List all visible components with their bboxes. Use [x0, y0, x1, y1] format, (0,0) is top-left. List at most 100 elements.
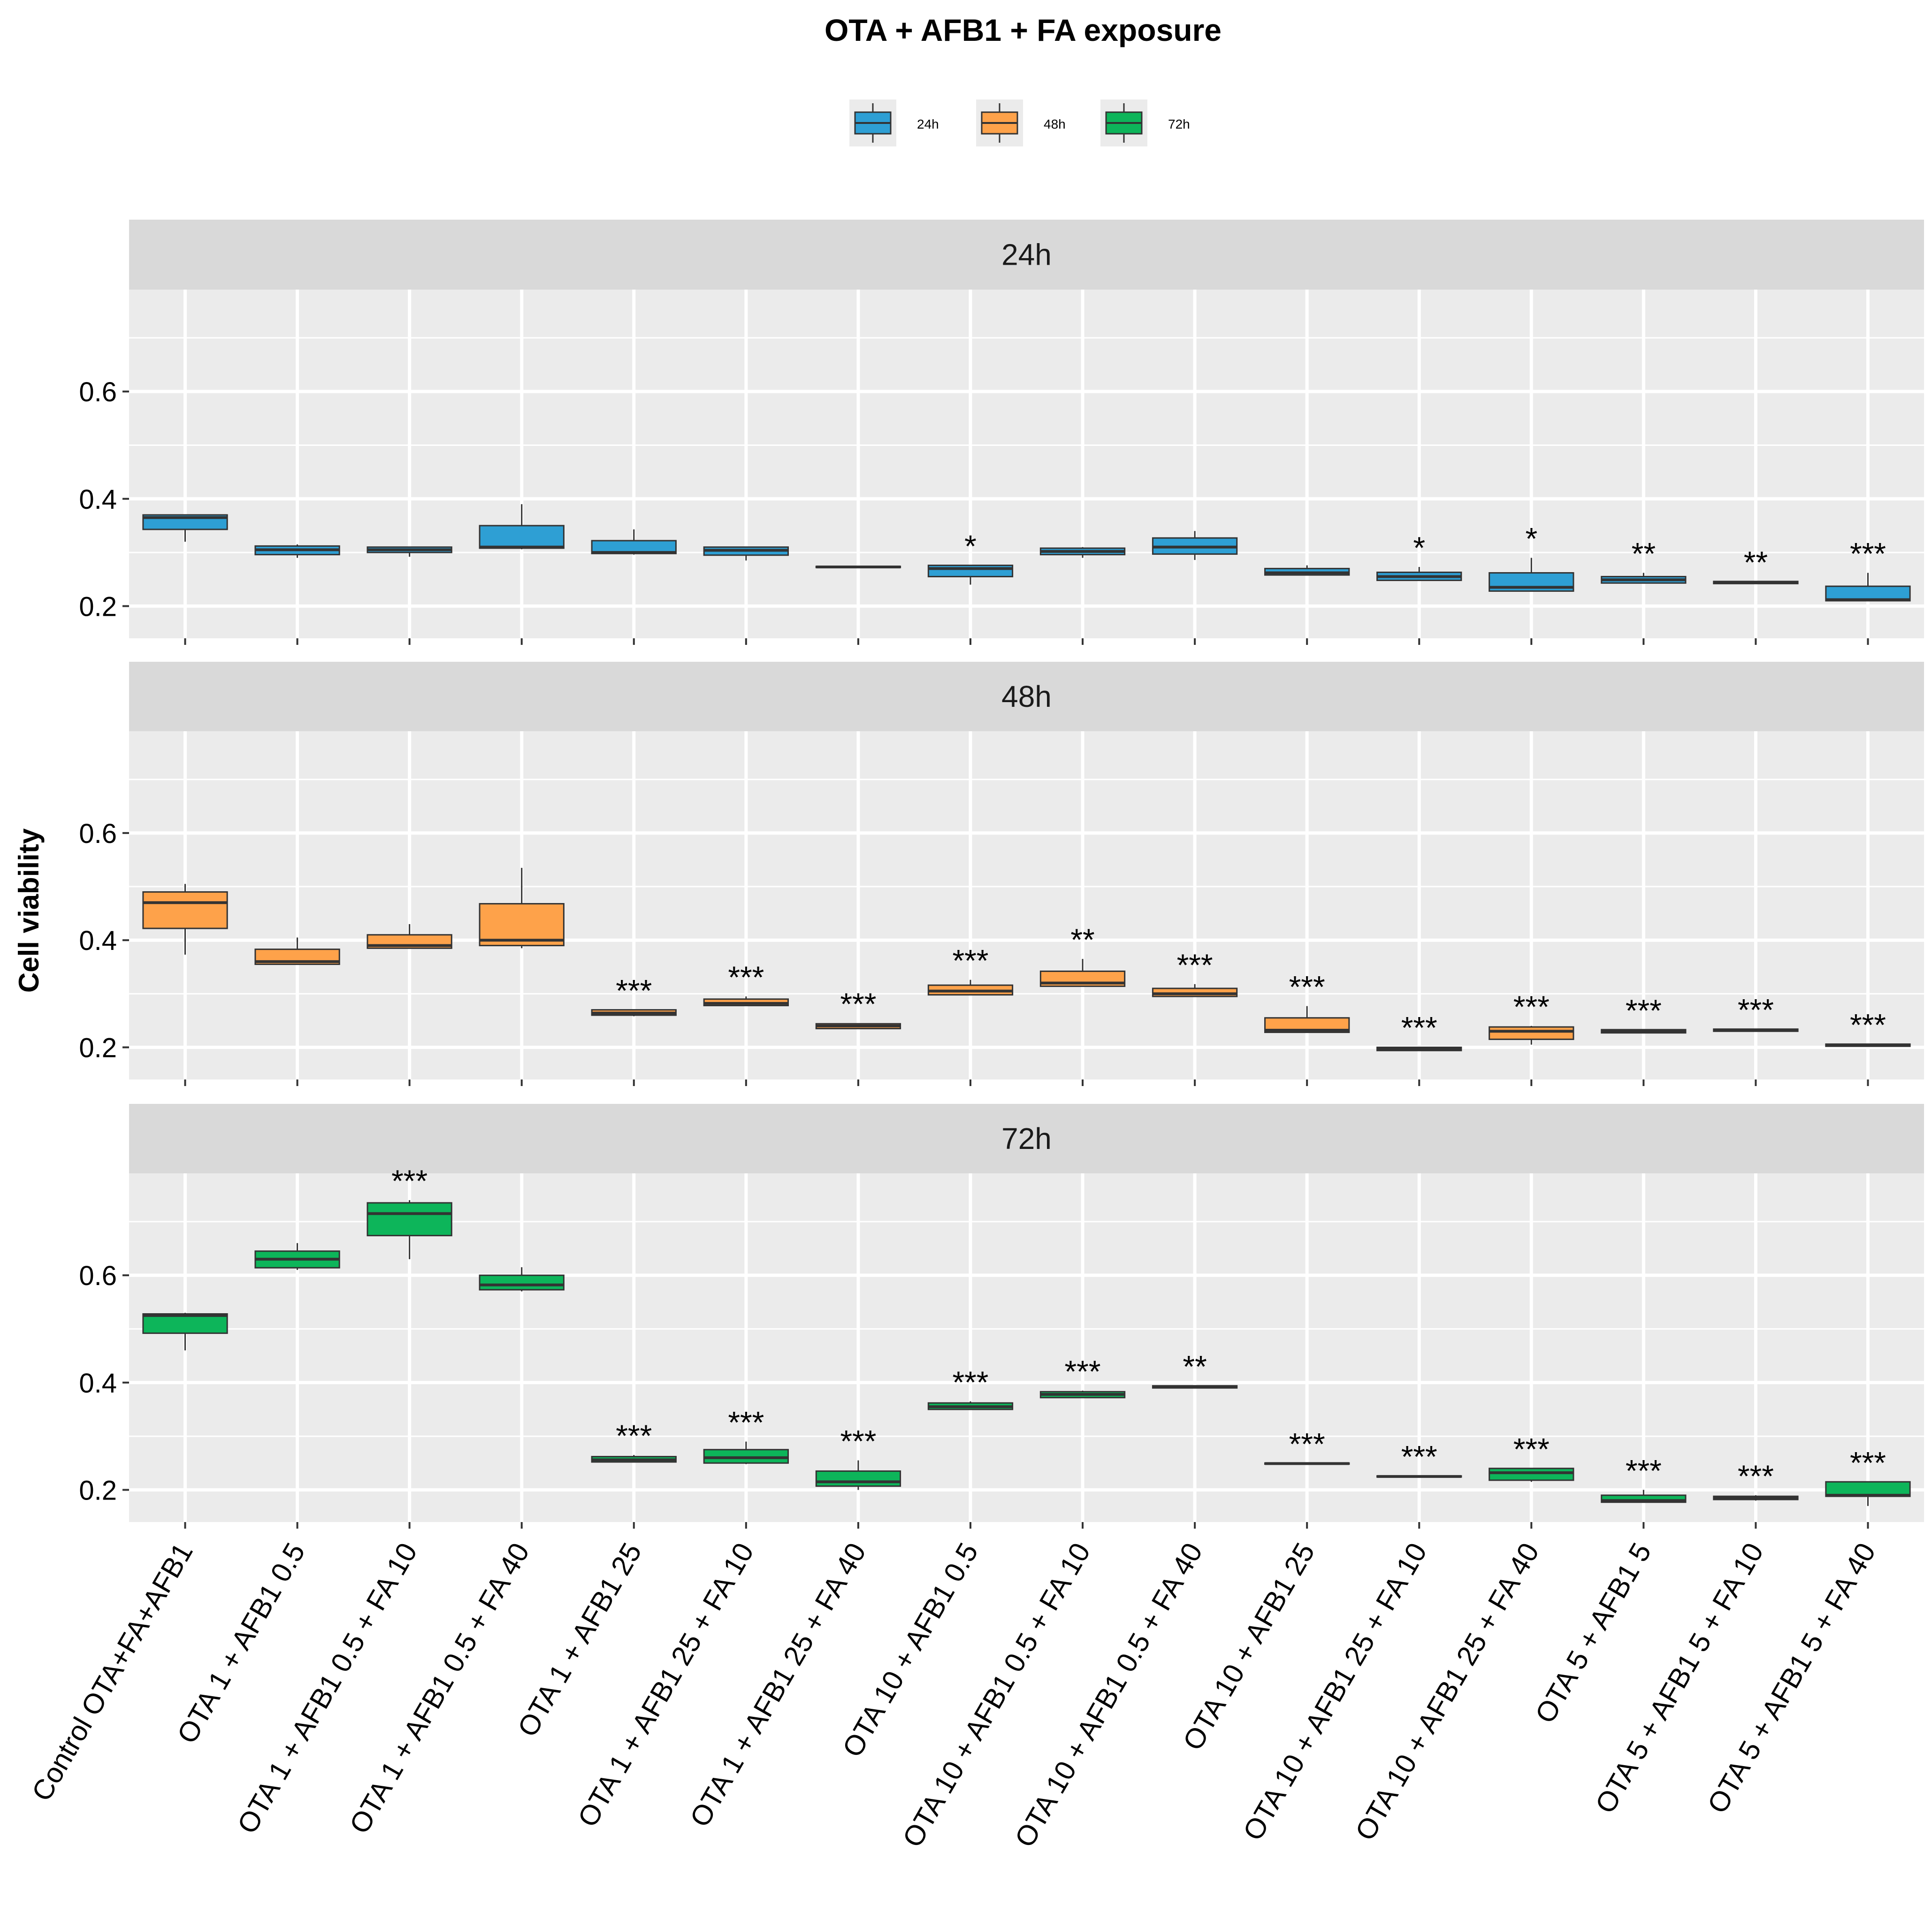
legend: 24h 48h 72h [849, 99, 1190, 146]
box-72h-7: *** [927, 1365, 1014, 1410]
significance-label: *** [616, 1418, 652, 1453]
box-24h-8 [1039, 547, 1126, 558]
box-24h-9 [1152, 531, 1238, 560]
box-48h-5: *** [703, 960, 789, 1006]
box-24h-10 [1264, 565, 1350, 576]
legend-item-48h: 48h [976, 99, 1066, 146]
significance-label: *** [952, 1365, 988, 1400]
significance-label: *** [1626, 993, 1662, 1028]
significance-label: *** [391, 1163, 428, 1198]
significance-label: * [1525, 521, 1537, 556]
panel-background [129, 731, 1924, 1079]
y-tick-label: 0.6 [79, 377, 117, 407]
significance-label: ** [1183, 1349, 1207, 1384]
legend-item-24h: 24h [849, 99, 939, 146]
facet-strip-label: 72h [1001, 1122, 1052, 1156]
box-24h-6 [815, 565, 901, 568]
significance-label: *** [1626, 1453, 1662, 1488]
box-48h-13: *** [1601, 993, 1687, 1034]
legend-label: 48h [1044, 117, 1066, 131]
box-72h-11: *** [1376, 1439, 1462, 1478]
legend-label: 72h [1168, 117, 1190, 131]
significance-label: *** [728, 960, 764, 995]
box-iqr [142, 891, 228, 929]
significance-label: ** [1070, 922, 1094, 957]
box-24h-15: *** [1825, 536, 1911, 602]
significance-label: *** [616, 973, 652, 1008]
y-axis-label: Cell viability [13, 828, 45, 993]
x-tick-label: OTA 10 + AFB1 0.5 + FA 40 [1008, 1538, 1208, 1852]
significance-label: *** [1065, 1354, 1101, 1389]
significance-label: *** [1513, 989, 1550, 1024]
box-48h-6: *** [815, 987, 901, 1030]
significance-label: *** [1850, 1445, 1886, 1480]
box-72h-5: *** [703, 1405, 789, 1464]
box-48h-11: *** [1376, 1010, 1462, 1051]
box-24h-5 [703, 546, 789, 561]
significance-label: * [1413, 530, 1425, 565]
significance-label: *** [1401, 1010, 1437, 1045]
box-48h-9: *** [1152, 948, 1238, 997]
x-tick-label: OTA 1 + AFB1 0.5 [171, 1538, 311, 1749]
y-tick-label: 0.4 [79, 484, 117, 515]
box-72h-10: *** [1264, 1426, 1350, 1465]
facet-strip-label: 48h [1001, 680, 1052, 713]
facet-strip [129, 220, 1924, 290]
box-24h-11: * [1376, 530, 1462, 582]
significance-label: ** [1744, 545, 1768, 580]
box-72h-2: *** [367, 1163, 452, 1259]
significance-label: *** [1177, 948, 1213, 982]
box-24h-13: ** [1601, 536, 1687, 584]
box-72h-9: ** [1152, 1349, 1238, 1389]
y-tick-label: 0.6 [79, 819, 117, 849]
box-72h-4: *** [591, 1418, 677, 1463]
box-48h-0 [142, 884, 228, 955]
box-iqr [479, 525, 565, 549]
x-tick-label: OTA 1 + AFB1 25 [512, 1538, 648, 1742]
box-72h-6: *** [815, 1424, 901, 1490]
box-24h-1 [254, 544, 340, 558]
box-72h-15: *** [1825, 1445, 1911, 1506]
legend-item-72h: 72h [1100, 99, 1190, 146]
box-24h-3 [479, 504, 565, 550]
box-iqr [1489, 1468, 1574, 1481]
box-48h-12: *** [1489, 989, 1574, 1045]
box-72h-12: *** [1489, 1432, 1574, 1482]
box-iqr [1489, 1026, 1574, 1040]
x-tick-label: OTA 5 + AFB1 5 [1529, 1538, 1657, 1729]
box-24h-4 [591, 529, 677, 555]
box-48h-4: *** [591, 973, 677, 1017]
box-24h-0 [142, 514, 228, 542]
chart-title: OTA + AFB1 + FA exposure [825, 13, 1222, 47]
box-48h-7: *** [927, 943, 1014, 996]
box-iqr [927, 565, 1014, 578]
y-tick-label: 0.4 [79, 1368, 117, 1399]
significance-label: *** [1401, 1439, 1437, 1474]
box-72h-8: *** [1039, 1354, 1126, 1399]
y-tick-label: 0.4 [79, 926, 117, 956]
box-24h-7: * [927, 529, 1014, 585]
y-tick-label: 0.2 [79, 1033, 117, 1064]
significance-label: ** [1632, 536, 1656, 571]
box-72h-3 [479, 1267, 565, 1292]
panel-background [129, 290, 1924, 638]
y-tick-label: 0.6 [79, 1261, 117, 1291]
significance-label: *** [1738, 993, 1774, 1027]
significance-label: *** [1289, 1426, 1325, 1461]
y-tick-label: 0.2 [79, 591, 117, 622]
box-iqr [479, 903, 565, 947]
facet-strip-label: 24h [1001, 238, 1052, 272]
box-48h-1 [254, 937, 340, 965]
significance-label: *** [840, 1424, 876, 1459]
y-tick-label: 0.2 [79, 1475, 117, 1506]
box-iqr [142, 1313, 228, 1334]
significance-label: *** [1738, 1459, 1774, 1493]
box-24h-12: * [1489, 521, 1574, 592]
significance-label: *** [840, 987, 876, 1021]
box-48h-10: *** [1264, 970, 1350, 1033]
